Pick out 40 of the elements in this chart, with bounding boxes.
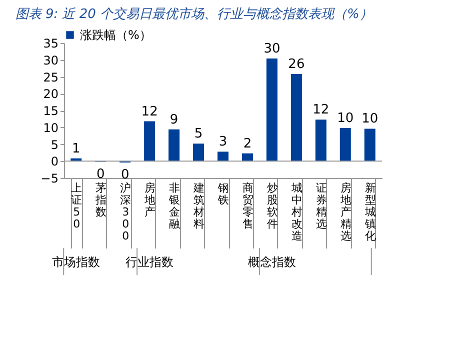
x-tick-label: 沪深300 xyxy=(120,182,132,242)
x-tick-label: 商贸零售 xyxy=(242,182,254,230)
text: 市场指数 xyxy=(52,255,100,269)
y-tick-label: 10 xyxy=(43,120,58,135)
data-label: 26 xyxy=(288,57,305,72)
y-tick-label: 30 xyxy=(43,53,58,68)
data-label: 0 xyxy=(120,167,130,182)
y-tick-label: 35 xyxy=(43,36,58,50)
y-tick-label: 0 xyxy=(50,154,58,169)
x-tick-label: 炒股软件 xyxy=(266,182,278,230)
data-label: 2 xyxy=(243,136,252,152)
data-label: 3 xyxy=(218,134,228,150)
y-tick-label: 5 xyxy=(50,138,58,152)
text: 行业指数 xyxy=(126,255,174,269)
data-label: 9 xyxy=(170,112,178,128)
x-tick-label: 钢铁 xyxy=(217,182,229,206)
x-tick-label: 房地产 xyxy=(144,182,156,218)
text: 概念指数 xyxy=(248,255,296,269)
x-tick-label: 新型城镇化 xyxy=(364,182,376,242)
data-label: 12 xyxy=(141,104,158,120)
x-tick-label: 非银金融 xyxy=(168,182,180,230)
x-tick-label: 城中村改造 xyxy=(290,182,302,242)
legend-label: 涨跌幅（%） xyxy=(80,28,152,42)
data-label: 0 xyxy=(96,166,105,182)
data-label: 12 xyxy=(312,102,330,118)
data-label: 10 xyxy=(337,111,354,126)
x-tick-label: 建筑材料 xyxy=(192,182,205,230)
data-label: 30 xyxy=(264,42,280,57)
data-label: 1 xyxy=(72,141,80,156)
x-tick-label: 证券精选 xyxy=(316,182,327,230)
y-tick-label: −5 xyxy=(40,172,58,186)
x-tick-label: 上证50 xyxy=(71,182,82,230)
x-tick-label: 房地产精选 xyxy=(339,182,352,242)
y-tick-label: 15 xyxy=(43,104,58,118)
y-tick-label: 20 xyxy=(43,87,58,102)
x-tick-label: 茅指数 xyxy=(94,182,107,218)
chart-title: 图表 9: 近 20 个交易日最优市场、行业与概念指数表现（%） xyxy=(15,6,372,22)
data-label: 10 xyxy=(362,112,378,127)
data-label: 5 xyxy=(194,126,203,142)
y-tick-label: 25 xyxy=(43,70,58,84)
